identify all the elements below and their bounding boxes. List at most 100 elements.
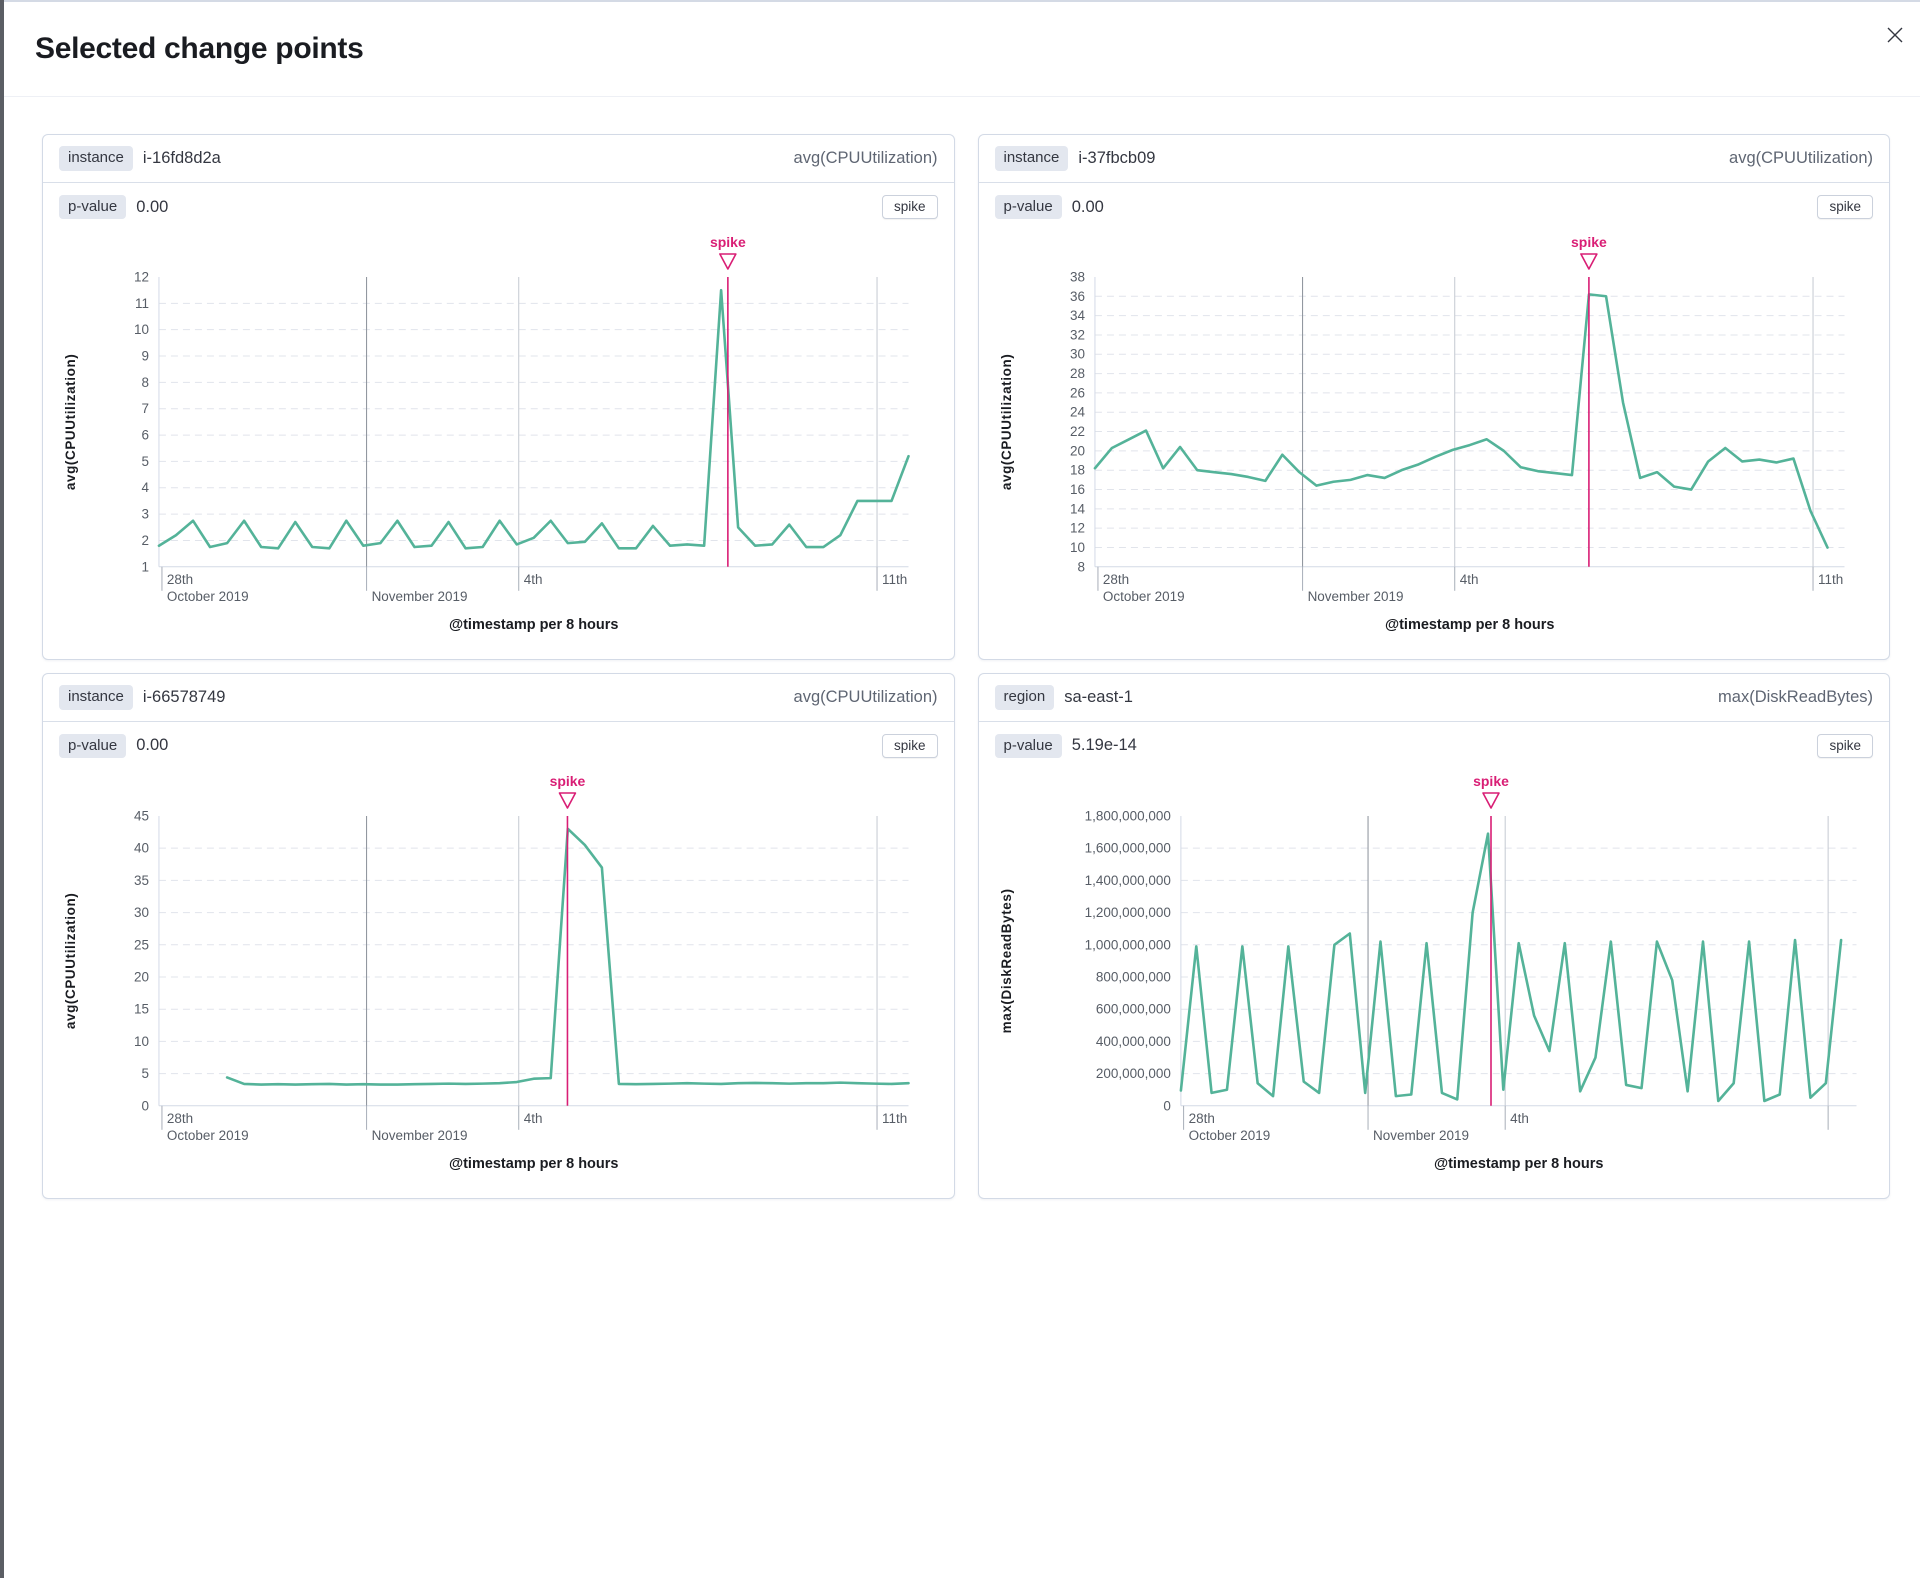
svg-text:@timestamp per 8 hours: @timestamp per 8 hours (449, 617, 618, 633)
svg-text:4: 4 (141, 480, 149, 495)
svg-text:28th: 28th (1188, 1111, 1214, 1126)
change-type-badge[interactable]: spike (1817, 733, 1873, 758)
svg-text:October 2019: October 2019 (1188, 1128, 1270, 1143)
group-key-badge: instance (994, 146, 1069, 171)
svg-text:November 2019: November 2019 (372, 589, 468, 604)
svg-text:5: 5 (141, 454, 149, 469)
svg-text:400,000,000: 400,000,000 (1095, 1034, 1170, 1049)
metric-label: avg(CPUUtilization) (793, 149, 938, 167)
svg-text:12: 12 (1069, 521, 1084, 536)
change-type-badge[interactable]: spike (881, 733, 938, 758)
change-point-chart: 8 10 12 14 16 18 20 22 24 26 28 30 32 34 36 38 28th Octob… (979, 231, 1890, 659)
svg-text:11th: 11th (882, 572, 907, 587)
close-button[interactable] (1882, 22, 1908, 48)
svg-text:1,800,000,000: 1,800,000,000 (1084, 808, 1170, 823)
svg-text:28: 28 (1069, 366, 1084, 381)
svg-text:30: 30 (1069, 347, 1084, 362)
svg-text:4th: 4th (1459, 572, 1478, 587)
svg-text:@timestamp per 8 hours: @timestamp per 8 hours (1384, 617, 1553, 633)
page-title: Selected change points (35, 32, 364, 65)
svg-text:4th: 4th (524, 572, 543, 587)
change-point-grid: instance i-16fd8d2a avg(CPUUtilization) … (4, 134, 1920, 1199)
change-point-panel: instance i-37fbcb09 avg(CPUUtilization) … (977, 134, 1890, 660)
svg-text:spike: spike (550, 773, 586, 789)
change-point-chart: 0 200,000,000 400,000,000 600,000,000 800,00… (979, 770, 1890, 1198)
svg-text:9: 9 (141, 349, 149, 364)
change-point-chart: 0 5 10 15 20 25 30 35 40 45 28th October 2019 Novemb… (43, 770, 954, 1198)
svg-text:28th: 28th (167, 572, 193, 587)
svg-text:spike: spike (710, 234, 746, 250)
svg-text:8: 8 (1077, 559, 1085, 574)
svg-text:25: 25 (134, 937, 149, 952)
panel-subheader-row: p-value 0.00 spike (43, 722, 954, 770)
panel-subheader-row: p-value 5.19e-14 spike (979, 722, 1890, 770)
svg-text:November 2019: November 2019 (1307, 589, 1403, 604)
line-chart: 0 5 10 15 20 25 30 35 40 45 28th October 2019 Novemb… (63, 773, 910, 1172)
svg-text:1,000,000,000: 1,000,000,000 (1084, 937, 1170, 952)
flyout-header: Selected change points (4, 2, 1920, 97)
p-value: 0.00 (136, 736, 169, 755)
svg-text:30: 30 (134, 905, 149, 920)
svg-text:4th: 4th (1510, 1111, 1529, 1126)
panel-header-row: instance i-66578749 avg(CPUUtilization) (43, 674, 954, 722)
svg-text:@timestamp per 8 hours: @timestamp per 8 hours (1433, 1156, 1602, 1172)
panel-header-row: region sa-east-1 max(DiskReadBytes) (978, 674, 1889, 722)
line-chart: 8 10 12 14 16 18 20 22 24 26 28 30 32 34 36 38 28th Octob… (998, 234, 1845, 633)
svg-text:38: 38 (1069, 269, 1084, 284)
svg-text:800,000,000: 800,000,000 (1095, 969, 1170, 984)
change-points-flyout: Selected change points instance i-16fd8d… (4, 0, 1920, 1578)
svg-text:32: 32 (1069, 327, 1084, 342)
group-key-value: i-66578749 (142, 687, 226, 706)
panel-subheader-row: p-value 0.00 spike (43, 183, 954, 231)
group-key-badge: instance (59, 146, 133, 171)
svg-text:11th: 11th (882, 1111, 907, 1126)
svg-text:24: 24 (1069, 405, 1084, 420)
p-value: 0.00 (1071, 197, 1104, 216)
svg-text:November 2019: November 2019 (1373, 1128, 1469, 1143)
svg-text:15: 15 (134, 1001, 149, 1016)
change-type-badge[interactable]: spike (1817, 195, 1873, 219)
metric-label: avg(CPUUtilization) (793, 687, 938, 706)
svg-text:14: 14 (1069, 501, 1084, 516)
svg-text:16: 16 (1069, 482, 1084, 497)
change-point-panel: region sa-east-1 max(DiskReadBytes) p-va… (977, 672, 1890, 1199)
svg-text:avg(CPUUtilization): avg(CPUUtilization) (998, 354, 1013, 491)
svg-text:0: 0 (141, 1098, 149, 1113)
change-point-chart: 1 2 3 4 5 6 7 8 9 10 11 12 28th October 2019 November … (43, 231, 954, 659)
svg-text:26: 26 (1069, 385, 1084, 400)
svg-text:7: 7 (141, 401, 149, 416)
svg-text:5: 5 (141, 1066, 149, 1081)
panel-subheader-row: p-value 0.00 spike (979, 183, 1890, 231)
svg-text:10: 10 (134, 1034, 149, 1049)
svg-text:max(DiskReadBytes): max(DiskReadBytes) (998, 888, 1013, 1033)
svg-text:10: 10 (1069, 540, 1084, 555)
p-value: 5.19e-14 (1071, 736, 1137, 755)
change-type-badge[interactable]: spike (881, 195, 938, 219)
svg-text:8: 8 (141, 375, 149, 390)
panel-header-row: instance i-16fd8d2a avg(CPUUtilization) (43, 135, 954, 183)
p-value: 0.00 (136, 197, 169, 216)
group-key-value: sa-east-1 (1064, 687, 1133, 706)
svg-text:10: 10 (134, 322, 149, 337)
svg-text:22: 22 (1069, 424, 1084, 439)
svg-text:600,000,000: 600,000,000 (1095, 1001, 1170, 1016)
background-page-sliver (0, 0, 4, 1578)
group-key-badge: region (994, 685, 1055, 710)
svg-text:6: 6 (141, 428, 149, 443)
svg-text:spike: spike (1473, 773, 1509, 789)
svg-text:October 2019: October 2019 (167, 589, 249, 604)
metric-label: avg(CPUUtilization) (1729, 149, 1873, 167)
svg-text:11: 11 (135, 296, 149, 311)
svg-text:28th: 28th (167, 1111, 193, 1126)
p-value-badge: p-value (59, 194, 127, 220)
metric-label: max(DiskReadBytes) (1718, 687, 1873, 706)
svg-text:avg(CPUUtilization): avg(CPUUtilization) (63, 354, 78, 491)
svg-text:@timestamp per 8 hours: @timestamp per 8 hours (449, 1156, 618, 1172)
svg-text:36: 36 (1069, 289, 1084, 304)
svg-text:1,200,000,000: 1,200,000,000 (1084, 905, 1170, 920)
svg-text:October 2019: October 2019 (167, 1128, 249, 1143)
svg-text:40: 40 (134, 840, 149, 855)
svg-text:1: 1 (141, 559, 149, 574)
svg-text:0: 0 (1163, 1098, 1171, 1113)
svg-text:20: 20 (1069, 443, 1084, 458)
